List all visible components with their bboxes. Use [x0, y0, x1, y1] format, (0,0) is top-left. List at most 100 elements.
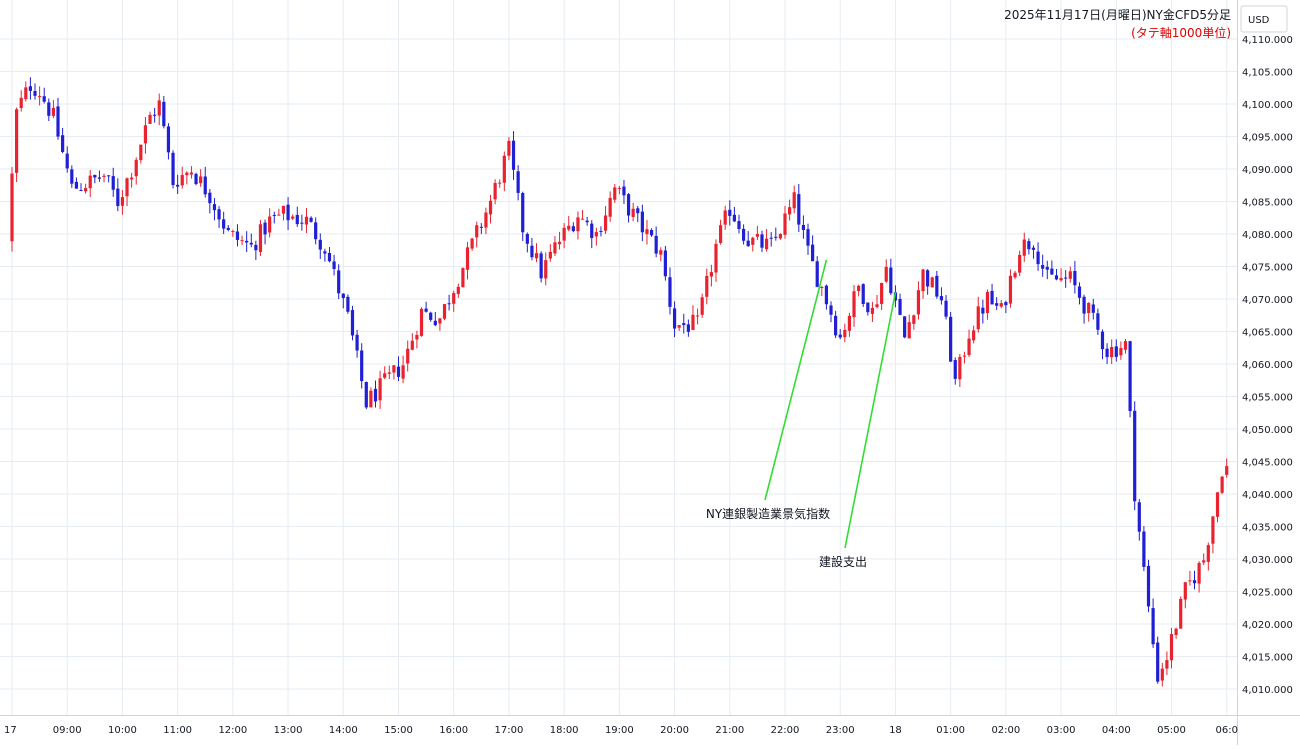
- candles: [10, 77, 1229, 687]
- candle-body: [1064, 277, 1068, 279]
- candle-body: [755, 234, 759, 237]
- candle-body: [309, 217, 313, 222]
- candle-body: [530, 245, 534, 258]
- candle-body: [916, 290, 921, 315]
- chart-header: 2025年11月17日(月曜日)NY金CFD5分足 (タテ軸1000単位): [1004, 7, 1231, 40]
- candle-body: [1073, 270, 1077, 286]
- currency-label: USD: [1248, 15, 1270, 26]
- candle-body: [1202, 560, 1206, 563]
- candle-body: [1188, 580, 1192, 582]
- candle-body: [590, 223, 594, 238]
- candle-body: [820, 287, 824, 289]
- candle-body: [176, 184, 180, 187]
- candle-body: [373, 388, 378, 402]
- x-tick-label: 09:00: [53, 725, 82, 736]
- y-tick-label: 4,075.000: [1242, 263, 1293, 274]
- candle-body: [1156, 642, 1160, 682]
- candle-body: [847, 315, 852, 331]
- candle-body: [157, 100, 161, 116]
- x-tick-label: 01:00: [936, 725, 965, 736]
- candle-body: [792, 192, 796, 209]
- candle-body: [125, 178, 129, 197]
- candle-body: [686, 324, 690, 332]
- x-tick-label: 18:00: [550, 725, 579, 736]
- candle-body: [797, 194, 801, 225]
- candle-body: [203, 176, 207, 195]
- candle-body: [341, 293, 345, 299]
- candle-body: [295, 214, 299, 225]
- candle-body: [801, 224, 806, 231]
- candle-body: [304, 216, 309, 225]
- candle-body: [1211, 516, 1215, 544]
- candle-body: [281, 205, 286, 214]
- candle-body: [1225, 466, 1229, 475]
- x-tick-label: 13:00: [274, 725, 303, 736]
- candle-body: [134, 159, 138, 177]
- candle-body: [28, 86, 33, 91]
- candle-body: [944, 300, 948, 317]
- candle-body: [838, 334, 842, 338]
- candle-body: [1022, 239, 1026, 256]
- candle-body: [958, 356, 962, 380]
- candle-body: [401, 365, 405, 379]
- currency-box[interactable]: [1240, 5, 1288, 33]
- candle-body: [222, 219, 226, 229]
- candle-body: [622, 186, 626, 196]
- candle-body: [447, 303, 451, 305]
- candle-body: [1036, 251, 1040, 265]
- candle-body: [870, 307, 875, 314]
- candle-body: [926, 270, 930, 287]
- candle-body: [65, 153, 69, 169]
- candle-body: [120, 197, 125, 206]
- candle-body: [235, 231, 240, 240]
- candle-body: [544, 260, 548, 279]
- candle-body: [171, 152, 175, 186]
- candle-body: [74, 181, 79, 189]
- x-tick-label: 02:00: [991, 725, 1020, 736]
- candle-body: [364, 381, 368, 408]
- candle-body: [723, 210, 727, 225]
- candle-body: [645, 229, 649, 235]
- candle-body: [433, 320, 437, 326]
- candle-body: [419, 308, 424, 336]
- candle-body: [1206, 545, 1210, 562]
- candle-body: [231, 230, 235, 232]
- candle-body: [534, 253, 539, 259]
- candle-body: [861, 284, 865, 305]
- candle-body: [889, 267, 893, 294]
- candle-body: [1114, 346, 1118, 357]
- candle-body: [1027, 241, 1031, 250]
- candle-body: [603, 215, 608, 231]
- candle-body: [1220, 476, 1224, 493]
- candle-body: [465, 247, 470, 270]
- candle-body: [1045, 266, 1049, 270]
- candle-body: [475, 225, 479, 238]
- candle-body: [226, 227, 230, 230]
- candle-body: [461, 268, 465, 288]
- x-tick-label: 10:00: [108, 725, 137, 736]
- candle-body: [737, 221, 741, 229]
- candle-body: [1059, 278, 1063, 281]
- candle-body: [323, 251, 327, 254]
- candle-body: [47, 102, 51, 116]
- candle-body: [1077, 286, 1082, 298]
- y-tick-label: 4,095.000: [1242, 133, 1293, 144]
- candle-body: [355, 334, 359, 351]
- candle-body: [1091, 304, 1095, 313]
- candle-body: [51, 107, 56, 116]
- time-axis[interactable]: 17 09:00 10:00 11:00 12:00 13:00 14:00 15:00 16:…: [0, 715, 1300, 737]
- candle-body: [19, 97, 23, 109]
- candle-body: [682, 323, 686, 326]
- candle-body: [640, 211, 644, 233]
- candle-body: [783, 213, 787, 235]
- candle-body: [880, 282, 884, 304]
- candle-body: [24, 87, 28, 100]
- candle-body: [162, 101, 166, 127]
- price-axis[interactable]: 4,010.000 4,015.000 4,020.000 4,025.000 4,03…: [1237, 0, 1293, 745]
- candle-body: [33, 91, 37, 96]
- candle-body: [424, 308, 428, 312]
- candle-body: [995, 303, 999, 306]
- candle-body: [585, 220, 589, 223]
